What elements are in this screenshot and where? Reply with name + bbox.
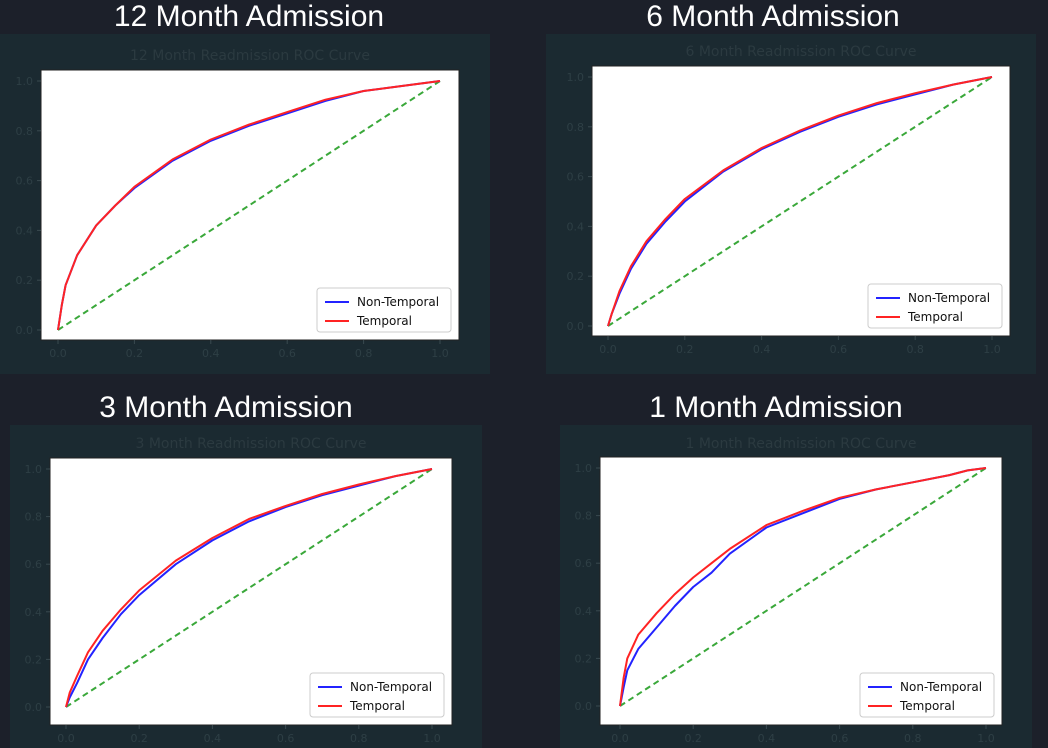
x-tick-label: 1.0 xyxy=(423,732,441,745)
x-tick-label: 0.2 xyxy=(684,732,702,745)
y-tick-label: 0.8 xyxy=(575,510,593,523)
legend xyxy=(309,672,445,718)
x-tick-label: 0.2 xyxy=(130,732,148,745)
temporal-line xyxy=(65,468,433,708)
roc-chart-3-month: 3 Month Readmission ROC Curve 0.0 0.2 0.4 0.… xyxy=(10,425,482,748)
x-tick-label: 0.6 xyxy=(830,343,848,356)
y-tick-label: 1.0 xyxy=(567,71,585,84)
x-tick-label: 0.4 xyxy=(758,732,776,745)
legend-label: Temporal xyxy=(907,310,963,324)
temporal-line xyxy=(57,80,441,331)
legend xyxy=(859,672,995,718)
x-tick-label: 0.4 xyxy=(204,732,222,745)
x-tick-label: 0.8 xyxy=(355,347,373,360)
y-tick-label: 0.0 xyxy=(25,701,43,714)
chance-line xyxy=(57,80,441,331)
y-tick-label: 0.4 xyxy=(25,606,43,619)
legend xyxy=(316,287,452,333)
y-tick-label: 0.6 xyxy=(575,557,593,570)
y-tick-label: 0.4 xyxy=(567,220,585,233)
chart-title: 12 Month Readmission ROC Curve xyxy=(130,48,370,64)
x-tick-label: 0.0 xyxy=(57,732,75,745)
roc-chart-1-month: 1 Month Readmission ROC Curve 0.0 0.2 0.4 0.… xyxy=(560,425,1032,748)
legend-label: Non-Temporal xyxy=(900,680,982,694)
x-tick-label: 1.0 xyxy=(977,732,995,745)
x-tick-label: 1.0 xyxy=(983,343,1001,356)
heading-3-month: 3 Month Admission xyxy=(99,391,353,424)
y-tick-label: 0.0 xyxy=(575,700,593,713)
roc-chart-6-month: 6 Month Readmission ROC Curve 0.0 0.2 0.4 0.… xyxy=(546,34,1036,374)
chart-title: 3 Month Readmission ROC Curve xyxy=(135,436,366,452)
y-tick-label: 0.4 xyxy=(16,224,34,237)
y-tick-label: 1.0 xyxy=(575,462,593,475)
x-tick-label: 0.8 xyxy=(904,732,922,745)
legend-label: Non-Temporal xyxy=(350,680,432,694)
y-tick-label: 0.6 xyxy=(567,171,585,184)
y-tick-label: 0.2 xyxy=(567,270,585,283)
heading-12-month: 12 Month Admission xyxy=(113,0,385,33)
temporal-line xyxy=(619,467,987,707)
x-tick-label: 0.0 xyxy=(611,732,629,745)
legend-label: Temporal xyxy=(899,699,955,713)
chance-line xyxy=(607,76,993,327)
y-tick-label: 0.0 xyxy=(16,324,34,337)
roc-svg: 1 Month Readmission ROC Curve 0.0 0.2 0.4 0.… xyxy=(575,436,1003,745)
y-tick-label: 0.6 xyxy=(16,175,34,188)
chart-title: 6 Month Readmission ROC Curve xyxy=(685,44,916,60)
legend-label: Non-Temporal xyxy=(908,291,990,305)
x-tick-label: 0.6 xyxy=(831,732,849,745)
x-tick-label: 0.6 xyxy=(277,732,295,745)
x-tick-label: 0.6 xyxy=(278,347,296,360)
x-tick-label: 1.0 xyxy=(431,347,449,360)
y-tick-label: 1.0 xyxy=(25,463,43,476)
x-tick-label: 0.0 xyxy=(49,347,67,360)
x-tick-label: 0.8 xyxy=(906,343,924,356)
y-tick-label: 0.8 xyxy=(16,125,34,138)
legend xyxy=(867,283,1003,329)
x-tick-label: 0.4 xyxy=(202,347,220,360)
y-tick-label: 0.0 xyxy=(567,320,585,333)
y-tick-label: 0.2 xyxy=(25,653,43,666)
legend-label: Temporal xyxy=(356,314,412,328)
y-tick-label: 1.0 xyxy=(16,75,34,88)
temporal-line xyxy=(607,76,993,327)
chart-title: 1 Month Readmission ROC Curve xyxy=(685,436,916,452)
x-tick-label: 0.2 xyxy=(126,347,144,360)
x-tick-label: 0.0 xyxy=(599,343,617,356)
non-temporal-line xyxy=(65,468,433,708)
y-tick-label: 0.2 xyxy=(16,274,34,287)
heading-1-month: 1 Month Admission xyxy=(649,391,903,424)
y-tick-label: 0.6 xyxy=(25,558,43,571)
roc-svg: 12 Month Readmission ROC Curve 0.0 0.2 0.4 0… xyxy=(16,48,460,360)
legend-label: Temporal xyxy=(349,699,405,713)
y-tick-label: 0.8 xyxy=(567,121,585,134)
chance-line xyxy=(619,467,987,707)
y-tick-label: 0.4 xyxy=(575,605,593,618)
x-tick-label: 0.4 xyxy=(753,343,771,356)
legend-label: Non-Temporal xyxy=(357,295,439,309)
roc-svg: 3 Month Readmission ROC Curve 0.0 0.2 0.4 0.… xyxy=(25,436,453,745)
heading-6-month: 6 Month Admission xyxy=(646,0,900,33)
y-tick-label: 0.8 xyxy=(25,511,43,524)
chance-line xyxy=(65,468,433,708)
roc-svg: 6 Month Readmission ROC Curve 0.0 0.2 0.4 0.… xyxy=(567,44,1011,356)
x-tick-label: 0.8 xyxy=(350,732,368,745)
roc-chart-12-month: 12 Month Readmission ROC Curve 0.0 0.2 0.4 0… xyxy=(0,34,490,374)
y-tick-label: 0.2 xyxy=(575,652,593,665)
x-tick-label: 0.2 xyxy=(676,343,694,356)
